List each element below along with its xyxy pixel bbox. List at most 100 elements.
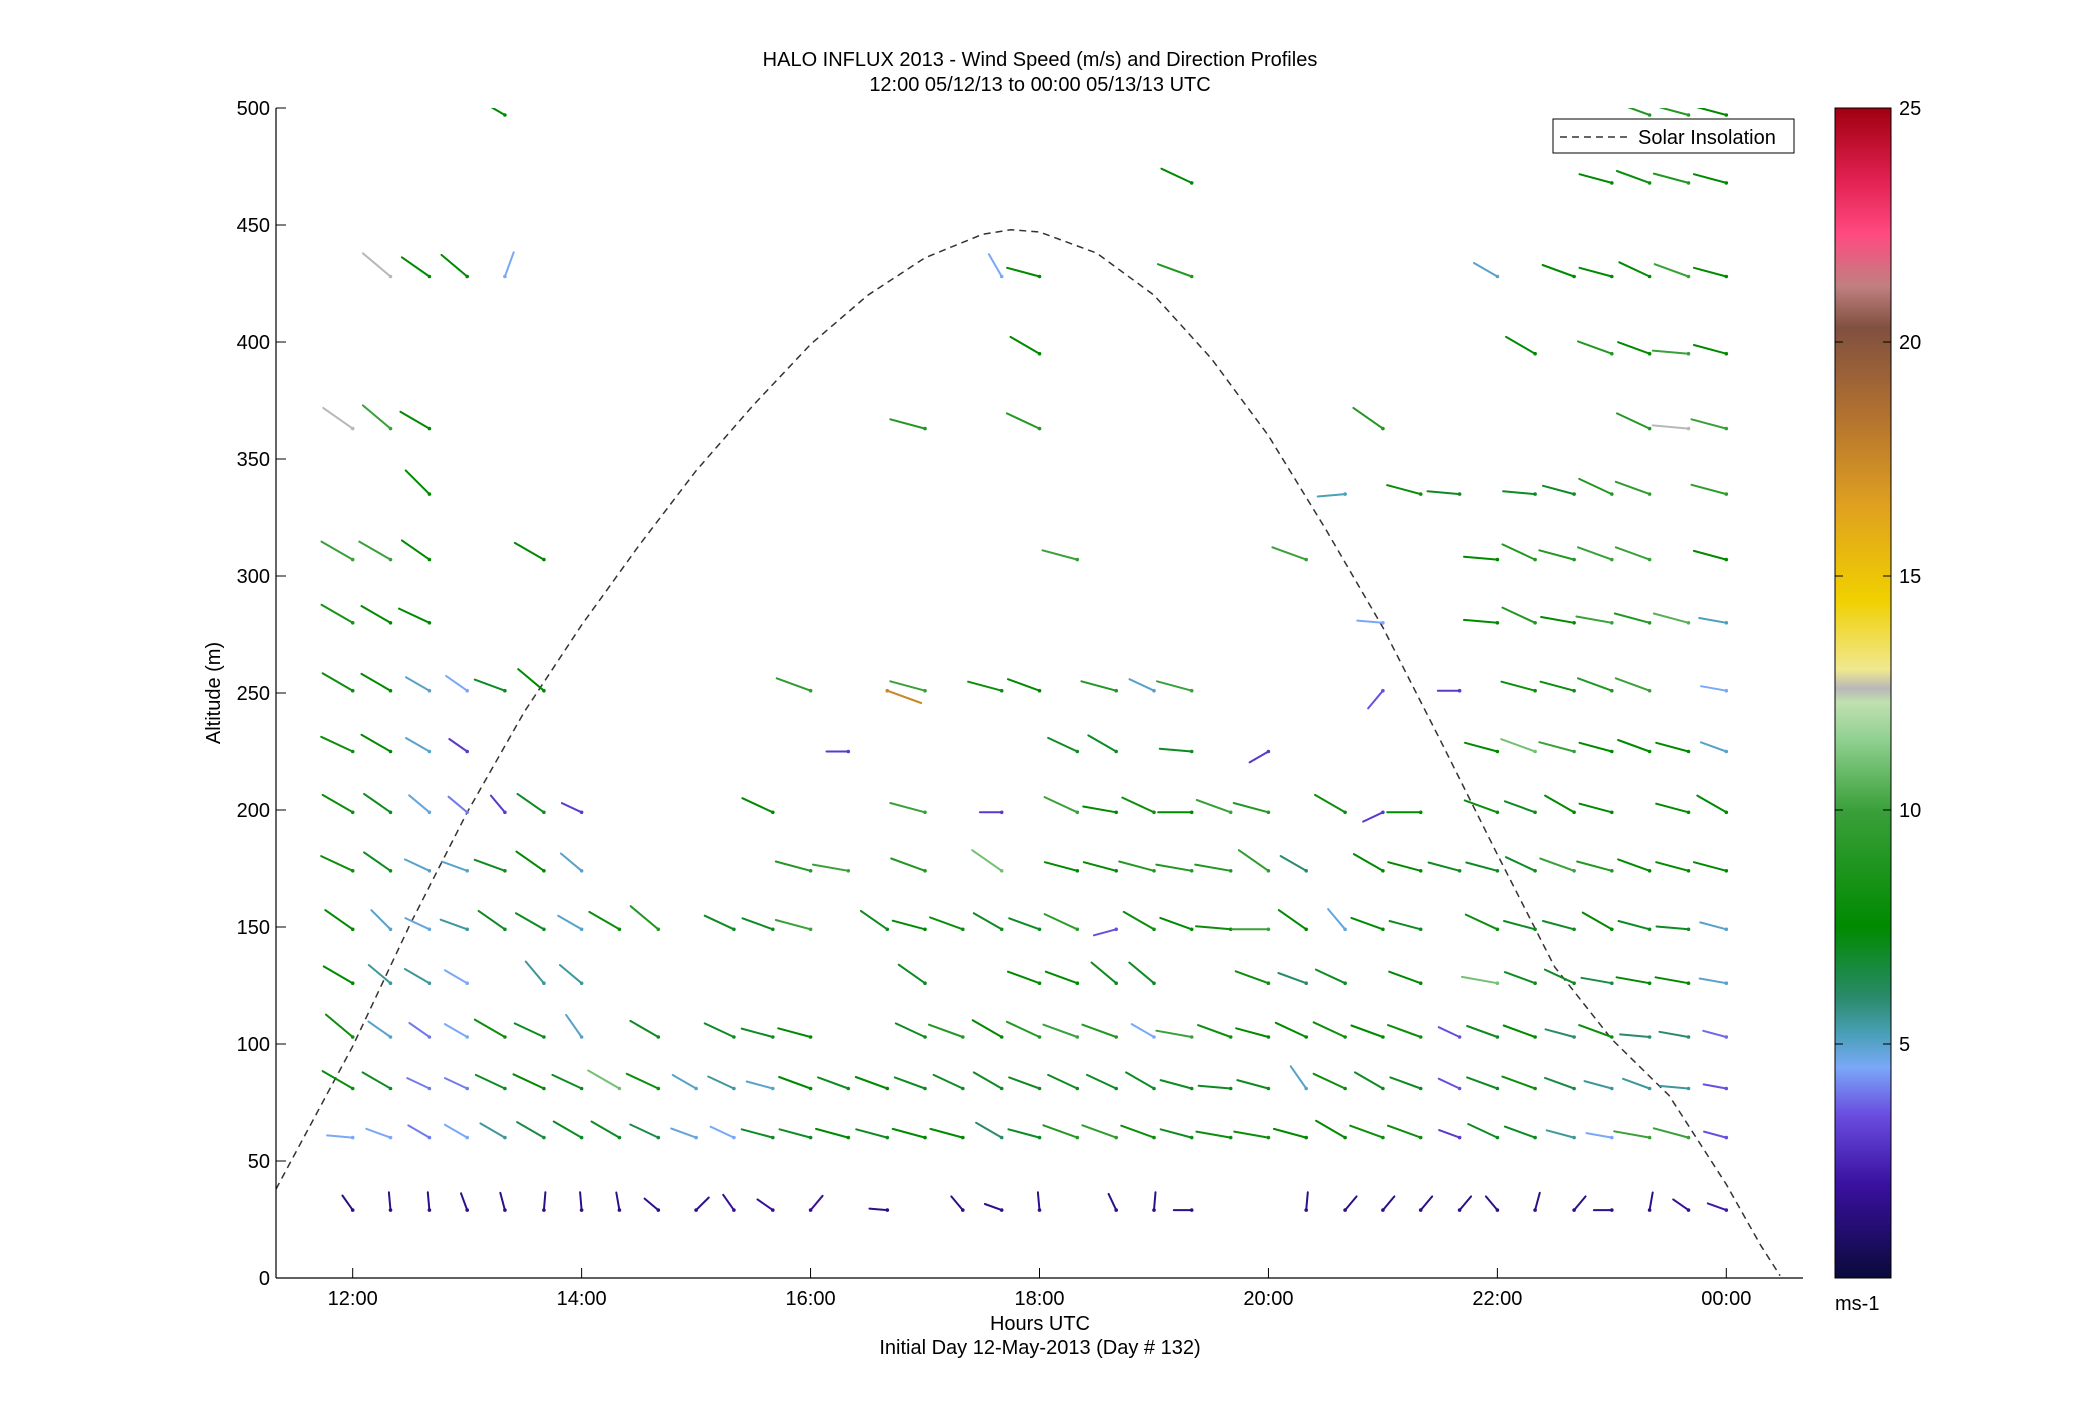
wind-barb-head — [1381, 1086, 1385, 1091]
wind-barb — [811, 863, 850, 872]
wind-barb — [1692, 549, 1728, 561]
wind-barb — [1617, 341, 1651, 355]
wind-barb — [1501, 1075, 1537, 1090]
wind-barb — [1362, 811, 1384, 823]
wind-barb — [615, 1191, 621, 1212]
wind-barb — [1312, 1021, 1347, 1038]
wind-barb-head — [427, 1135, 432, 1140]
wind-barb-head — [503, 274, 507, 279]
wind-barb — [1706, 1202, 1728, 1212]
wind-barb-head — [1114, 1208, 1118, 1212]
wind-barb-head — [923, 981, 927, 985]
wind-barb-head — [1572, 621, 1576, 625]
wind-barb-head — [1304, 1208, 1308, 1212]
wind-barb — [474, 1073, 506, 1090]
wind-barb-head — [1572, 981, 1576, 985]
wind-barb — [1659, 1085, 1690, 1090]
wind-barb-head — [1075, 927, 1080, 932]
wind-barb-head — [885, 927, 890, 932]
wind-barb-head — [1610, 869, 1614, 873]
legend-box — [1552, 118, 1795, 154]
wind-barb — [1502, 490, 1537, 496]
wind-barb-head — [1418, 1086, 1423, 1091]
wind-barb — [400, 256, 431, 278]
wind-barb — [1534, 1191, 1541, 1212]
wind-barb-head — [808, 927, 813, 932]
wind-barb — [1577, 677, 1613, 692]
wind-barb-head — [542, 869, 546, 873]
wind-barb-head — [846, 749, 851, 754]
wind-barb — [1043, 861, 1079, 872]
wind-barb-head — [503, 869, 507, 873]
wind-barb — [1614, 480, 1651, 496]
wind-barb-head — [542, 1135, 546, 1140]
wind-barb — [1652, 612, 1690, 624]
wind-barb — [1005, 1020, 1041, 1038]
wind-barb-head — [999, 927, 1004, 932]
wind-barb-head — [1037, 1035, 1042, 1039]
wind-barb — [1460, 975, 1499, 985]
wind-barb-head — [1686, 749, 1691, 754]
wind-barb-head — [388, 927, 393, 932]
wind-barb — [1577, 546, 1613, 561]
wind-barb — [361, 1071, 392, 1090]
wind-barb — [1464, 913, 1499, 931]
wind-barb — [499, 1191, 506, 1212]
wind-barb-head — [427, 981, 432, 985]
wind-barb — [1381, 1195, 1396, 1212]
wind-barb — [326, 1134, 354, 1139]
wind-barb-head — [465, 1035, 470, 1039]
wind-barb — [1006, 266, 1041, 278]
wind-barb-head — [808, 869, 813, 873]
wind-barb-head — [1572, 557, 1576, 562]
wind-barb-head — [1647, 749, 1652, 754]
wind-barb-head — [1189, 810, 1194, 815]
wind-barb-head — [1533, 1086, 1537, 1091]
wind-barb — [1696, 794, 1728, 814]
wind-barb-head — [1266, 810, 1271, 815]
wind-barb-head — [427, 621, 432, 625]
wind-barb-head — [732, 927, 736, 932]
wind-barb — [1197, 1084, 1232, 1090]
wind-barb-head — [1610, 688, 1614, 693]
wind-barb-head — [1572, 274, 1576, 279]
wind-barb-head — [1418, 492, 1423, 496]
wind-barb-head — [1610, 621, 1614, 625]
wind-barb-head — [1495, 749, 1500, 754]
wind-barb — [1503, 971, 1537, 985]
wind-barb — [643, 1197, 660, 1212]
wind-barb-head — [465, 1135, 470, 1140]
wind-barb — [671, 1074, 698, 1090]
wind-barb-head — [846, 869, 851, 873]
wind-barb — [1387, 1124, 1422, 1139]
wind-barb-head — [1572, 1208, 1576, 1212]
wind-barb — [703, 1022, 735, 1038]
wind-barb-head — [1152, 1135, 1156, 1140]
wind-barb-head — [656, 927, 661, 932]
wind-barb-head — [1495, 621, 1500, 625]
wind-barb — [1651, 424, 1690, 430]
wind-barb — [324, 909, 354, 931]
wind-barb-head — [1686, 621, 1691, 625]
wind-barb — [1354, 1071, 1384, 1090]
wind-barb-head — [923, 869, 927, 873]
y-tick-label: 0 — [259, 1268, 270, 1290]
wind-barb-head — [427, 557, 432, 562]
wind-barb-head — [350, 621, 355, 625]
wind-barb-head — [1304, 557, 1308, 562]
wind-barb — [1316, 493, 1347, 498]
wind-barb — [358, 540, 392, 561]
wind-barb — [1627, 108, 1651, 116]
wind-barb-head — [388, 426, 393, 431]
wind-barb — [551, 1073, 583, 1090]
wind-barb — [512, 1073, 545, 1090]
wind-barb — [670, 1127, 698, 1139]
wind-barb-head — [1114, 688, 1118, 693]
wind-barb-head — [503, 1135, 507, 1140]
wind-barb-head — [465, 810, 470, 815]
wind-barb-head — [1724, 181, 1729, 185]
wind-barb — [1047, 736, 1079, 753]
wind-barb — [817, 1076, 850, 1090]
wind-barb — [1005, 412, 1041, 430]
wind-barb — [1583, 1080, 1613, 1090]
